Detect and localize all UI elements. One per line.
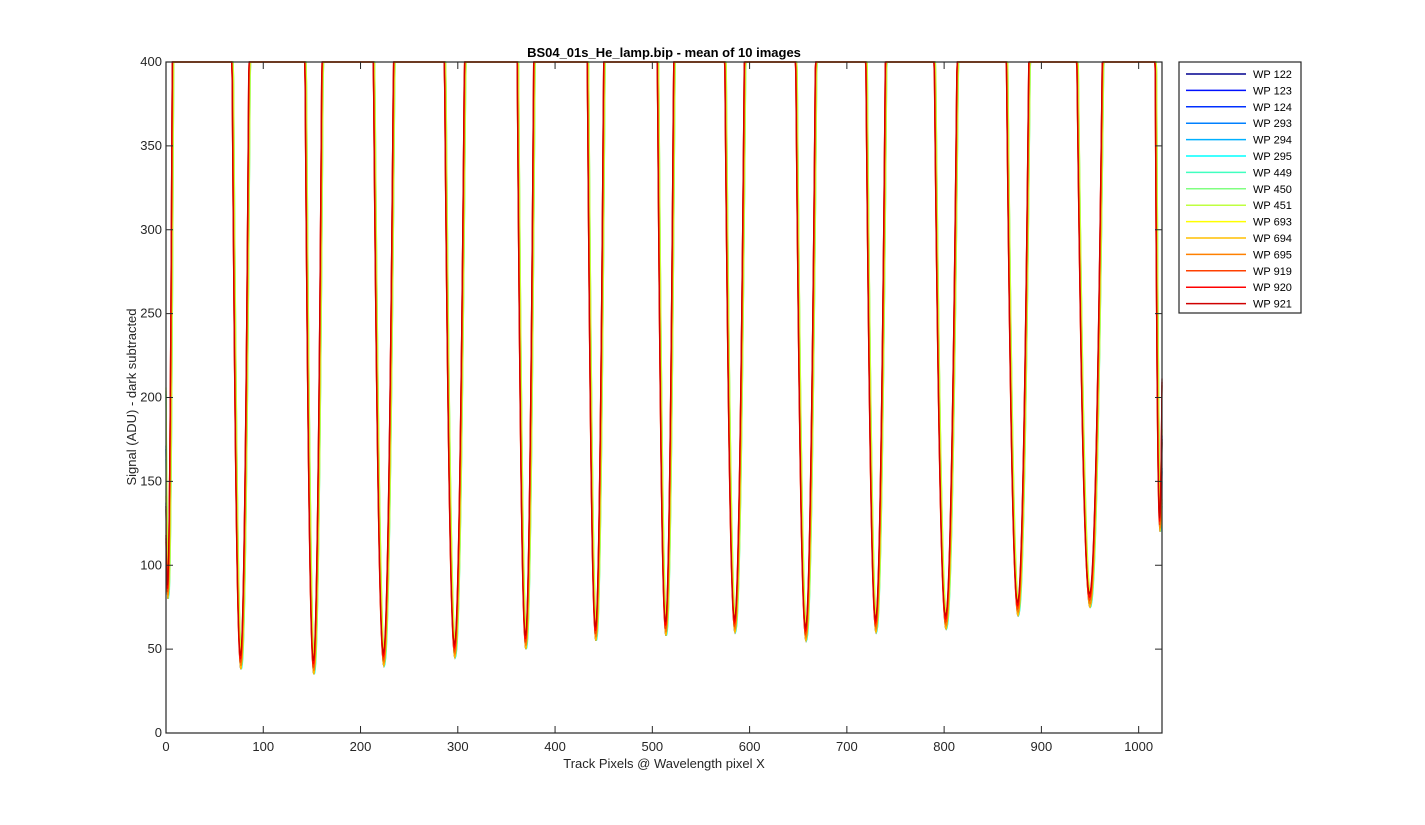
x-tick-label: 500	[641, 739, 663, 754]
legend: WP 122 WP 123 WP 124 WP 293 WP 294 WP 295 WP 4…	[1178, 61, 1302, 314]
y-tick-label: 100	[140, 557, 162, 572]
y-tick-label: 300	[140, 222, 162, 237]
x-tick-label: 600	[739, 739, 761, 754]
y-axis: 0 50 100 150 200 250 300 350 400	[140, 54, 1162, 740]
y-tick-label: 0	[155, 725, 162, 740]
legend-label: WP 451	[1253, 200, 1292, 212]
y-tick-label: 200	[140, 390, 162, 405]
x-tick-label: 0	[162, 739, 169, 754]
y-tick-label: 400	[140, 54, 162, 69]
x-tick-label: 1000	[1124, 739, 1153, 754]
legend-label: WP 693	[1253, 217, 1292, 229]
x-tick-label: 800	[933, 739, 955, 754]
legend-label: WP 124	[1253, 102, 1292, 114]
y-axis-label: Signal (ADU) - dark subtracted	[124, 308, 139, 485]
legend-label: WP 694	[1253, 233, 1292, 245]
legend-label: WP 295	[1253, 151, 1292, 163]
legend-label: WP 921	[1253, 299, 1292, 311]
y-tick-label: 50	[148, 641, 162, 656]
x-tick-label: 400	[544, 739, 566, 754]
x-tick-label: 900	[1031, 739, 1053, 754]
legend-label: WP 122	[1253, 69, 1292, 81]
legend-label: WP 695	[1253, 249, 1292, 261]
legend-label: WP 920	[1253, 282, 1292, 294]
x-tick-label: 700	[836, 739, 858, 754]
x-tick-label: 300	[447, 739, 469, 754]
x-axis-label: Track Pixels @ Wavelength pixel X	[563, 756, 765, 771]
legend-label: WP 919	[1253, 266, 1292, 278]
plot-title: BS04_01s_He_lamp.bip - mean of 10 images	[527, 45, 801, 60]
y-tick-label: 350	[140, 138, 162, 153]
legend-label: WP 123	[1253, 85, 1292, 97]
x-tick-label: 200	[350, 739, 372, 754]
legend-label: WP 449	[1253, 167, 1292, 179]
legend-label: WP 294	[1253, 135, 1292, 147]
legend-label: WP 450	[1253, 184, 1292, 196]
legend-label: WP 293	[1253, 118, 1292, 130]
x-tick-label: 100	[252, 739, 274, 754]
y-tick-label: 250	[140, 306, 162, 321]
x-axis: 0 100 200 300 400 500 600 700 800 900 1000	[162, 62, 1153, 754]
y-tick-label: 150	[140, 473, 162, 488]
